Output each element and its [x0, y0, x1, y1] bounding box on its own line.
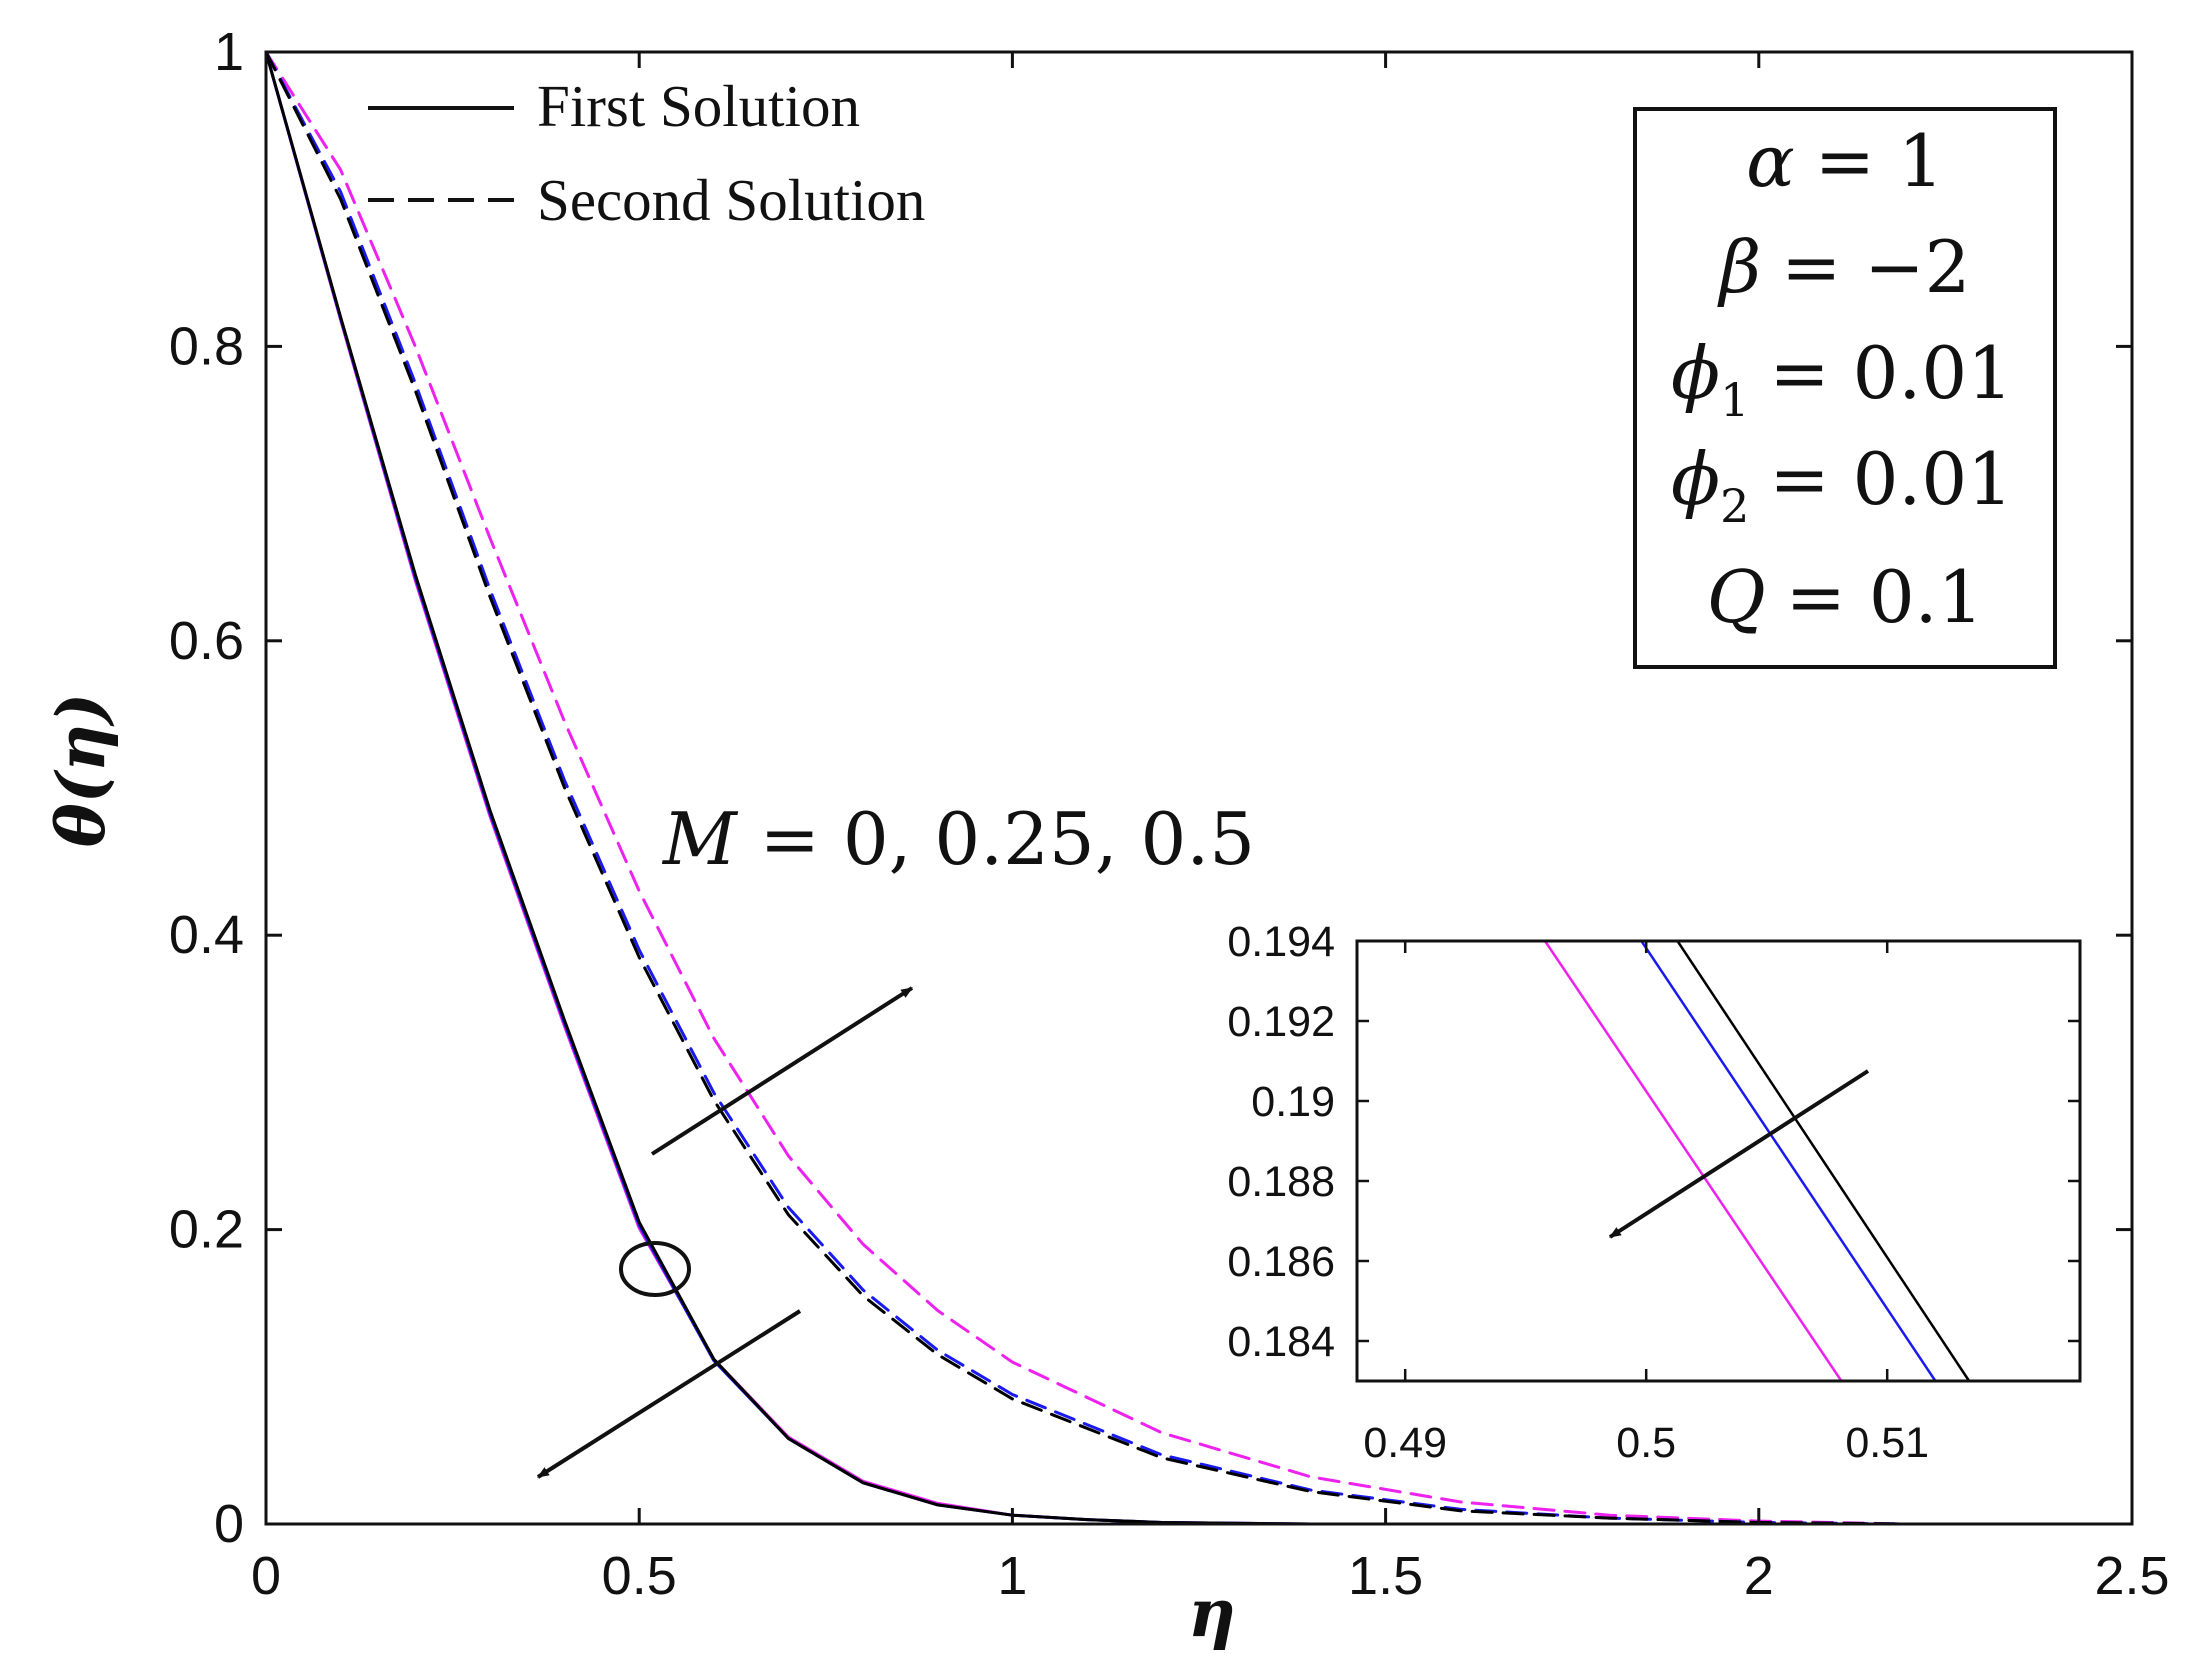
m-annotation-values: = 0, 0.25, 0.5	[737, 797, 1255, 881]
param-phi1-symbol: ϕ	[1671, 331, 1720, 415]
inset-series-line-m-0_25	[1640, 941, 1937, 1381]
inset-axes-frame	[1355, 939, 2082, 1383]
y-tick-label: 1	[214, 22, 244, 82]
second-solution-trend-arrow	[650, 986, 914, 1156]
main-plot: 0 0.5 1 1.5 2 2.500.20.40.60.81	[169, 22, 2170, 1606]
inset-series-group	[1543, 941, 1971, 1381]
inset-x-tick-label: 0.49	[1363, 1419, 1447, 1467]
y-tick-label: 0.2	[169, 1200, 244, 1260]
inset-trend-arrow	[1608, 1069, 1870, 1239]
param-q-value: = 0.1	[1786, 555, 1984, 639]
param-phi2-subscript: 2	[1720, 479, 1749, 533]
inset-y-tick-label: 0.19	[1251, 1078, 1335, 1126]
x-tick-label: 1	[997, 1546, 1027, 1606]
param-beta: β = −2	[1717, 225, 1971, 309]
x-tick-label: 1.5	[1348, 1546, 1423, 1606]
first-solution-trend-arrow	[536, 1309, 802, 1479]
inset-y-tick-label: 0.184	[1227, 1318, 1335, 1366]
series-line-second-solution-m-0	[266, 52, 2132, 1524]
param-alpha: α = 1	[1746, 119, 1944, 203]
param-phi2: ϕ2 = 0.01	[1671, 437, 2013, 533]
x-tick-label: 0.5	[602, 1546, 677, 1606]
param-q-symbol: Q	[1707, 555, 1766, 639]
x-tick-label: 2.5	[2094, 1546, 2169, 1606]
param-beta-symbol: β	[1717, 225, 1762, 309]
param-alpha-value: = 1	[1815, 119, 1944, 203]
inset-y-tick-label: 0.186	[1227, 1238, 1335, 1286]
inset-series-line-m-0	[1676, 941, 1971, 1381]
x-tick-label: 0	[251, 1546, 281, 1606]
inset-series-line-m-0_5	[1543, 941, 1843, 1381]
param-phi2-value: = 0.01	[1769, 437, 2013, 521]
inset-background	[1357, 941, 2080, 1381]
y-tick-label: 0.4	[169, 905, 244, 965]
inset-ticks-group: 0.49 0.5 0.51 0.184 0.186 0.188 0.19 0.192 0.194	[1227, 918, 2080, 1467]
x-axis-label: η	[1188, 1574, 1236, 1652]
param-phi1: ϕ1 = 0.01	[1671, 331, 2013, 427]
m-annotation: M = 0, 0.25, 0.5	[661, 797, 1255, 881]
zoom-region-marker	[619, 1241, 691, 1297]
inset-y-tick-label: 0.192	[1227, 998, 1335, 1046]
y-tick-label: 0	[214, 1494, 244, 1554]
inset-plot: 0.49 0.5 0.51 0.184 0.186 0.188 0.19 0.192 0.194	[1227, 918, 2082, 1467]
y-axis-label: θ(η)	[42, 693, 120, 847]
legend-label-first-solution: First Solution	[537, 73, 860, 139]
param-phi2-symbol: ϕ	[1671, 437, 1720, 521]
inset-x-tick-label: 0.51	[1845, 1419, 1929, 1467]
inset-y-tick-label: 0.194	[1227, 918, 1335, 966]
series-line-second-solution-m-0_5	[266, 52, 2132, 1524]
param-alpha-symbol: α	[1746, 119, 1795, 203]
series-line-first-solution-m-0	[266, 52, 2132, 1524]
y-tick-label: 0.6	[169, 611, 244, 671]
m-annotation-symbol: M	[661, 797, 739, 881]
y-tick-label: 0.8	[169, 316, 244, 376]
legend-label-second-solution: Second Solution	[537, 167, 925, 233]
main-ticks-group: 0 0.5 1 1.5 2 2.500.20.40.60.81	[169, 22, 2170, 1606]
param-phi1-value: = 0.01	[1769, 331, 2013, 415]
x-tick-label: 2	[1744, 1546, 1774, 1606]
main-axes-frame	[264, 50, 2134, 1526]
parameter-box-frame	[1633, 107, 2057, 669]
param-q: Q = 0.1	[1707, 555, 1984, 639]
param-phi1-subscript: 1	[1720, 373, 1749, 427]
param-beta-value: = −2	[1781, 225, 1970, 309]
inset-x-tick-label: 0.5	[1616, 1419, 1676, 1467]
parameter-box: α = 1 β = −2 ϕ1 = 0.01 ϕ2 = 0.01 Q = 0.1	[1633, 107, 2057, 669]
main-series-group	[266, 52, 2132, 1524]
legend: First Solution Second Solution	[368, 73, 925, 233]
inset-y-tick-label: 0.188	[1227, 1158, 1335, 1206]
